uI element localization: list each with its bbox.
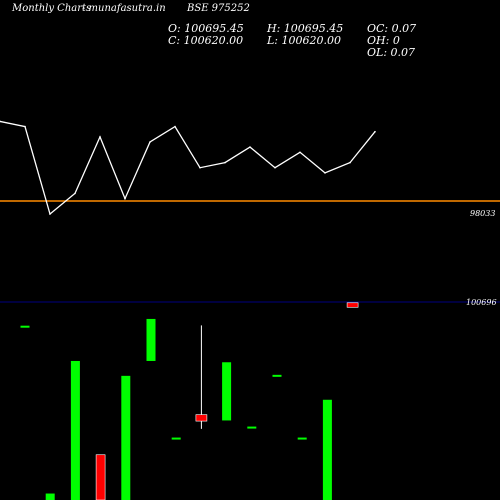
candle-body [222, 362, 232, 421]
price-point [299, 151, 301, 154]
candle-body [272, 374, 282, 377]
candle-body [70, 360, 80, 500]
price-point [199, 166, 201, 169]
price-point [49, 213, 51, 215]
oc-value: OC: 0.07 [367, 22, 417, 35]
candle-body [195, 414, 208, 422]
candle-body [346, 302, 359, 308]
candle-body [322, 399, 332, 500]
close-value: C: 100620.00 [168, 34, 244, 47]
candle-body [297, 437, 307, 440]
price-point [149, 141, 151, 143]
ol-value: OL: 0.07 [367, 46, 416, 59]
candle-body [20, 325, 30, 328]
candle-body [171, 437, 181, 440]
price-point [74, 192, 76, 195]
bar-reference-label: 100696 [466, 298, 497, 307]
site-label: - munafasutra.in [82, 3, 166, 14]
price-point [349, 161, 351, 164]
price-point [374, 130, 376, 133]
price-point [274, 166, 276, 169]
price-point [174, 125, 176, 128]
oh-value: OH: 0 [367, 34, 400, 47]
high-value: H: 100695.45 [267, 22, 344, 35]
price-point [124, 197, 126, 200]
candle-body [95, 454, 106, 500]
price-point [324, 172, 326, 174]
low-value: L: 100620.00 [267, 34, 341, 47]
price-point [224, 161, 226, 164]
candle-body [45, 493, 55, 500]
price-line [0, 120, 376, 216]
symbol-label: BSE 975252 [187, 3, 250, 14]
line-reference-label: 98033 [470, 209, 496, 218]
open-value: O: 100695.45 [168, 22, 244, 35]
line-chart [0, 120, 500, 216]
price-point [99, 136, 101, 138]
price-point [0, 120, 1, 123]
price-point [24, 125, 26, 128]
brand-label: Monthly Charts [12, 3, 92, 14]
candle-body [146, 318, 156, 361]
candle-body [121, 375, 131, 500]
candle-body [247, 426, 257, 429]
price-point [249, 146, 251, 148]
